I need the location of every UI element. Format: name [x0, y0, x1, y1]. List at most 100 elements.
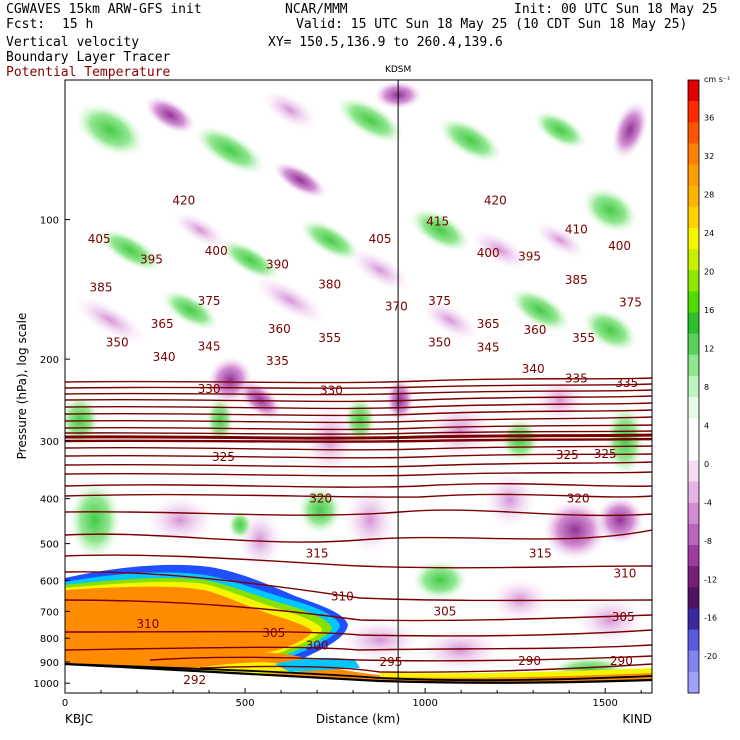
theta-label: 350 [428, 335, 451, 349]
theta-label: 335 [565, 371, 588, 385]
y-tick-label: 200 [40, 355, 59, 366]
plot-frame [64, 79, 653, 694]
theta-label: 420 [484, 194, 507, 208]
field-vertical-velocity: Vertical velocity [6, 35, 140, 50]
colorbar-swatch [688, 101, 699, 123]
colorbar-swatch [688, 481, 699, 504]
cross-section-endpoints: XY= 150.5,136.9 to 260.4,139.6 [268, 35, 503, 50]
theta-labels: 420 405 400 395 390 385 380 375 370 365 360 355 350 3… [88, 194, 642, 688]
colorbar-swatch [688, 439, 699, 461]
x-tick-label: 1500 [592, 698, 617, 709]
colorbar-tick-label: 4 [704, 421, 709, 430]
colorbar-swatch [688, 270, 699, 292]
colorbar-swatch [688, 333, 699, 356]
forecast-hour-label: Fcst: [6, 17, 46, 32]
org-label: NCAR/MMM [285, 2, 348, 17]
station-mid: KDSM [385, 65, 411, 75]
x-axis: 0 500 1000 1500 [62, 688, 642, 709]
station-left: KBJC [65, 712, 93, 726]
colorbar-tick-label: -4 [704, 498, 712, 507]
y-axis: 100 200 300 400 500 600 700 800 900 1000 [34, 216, 70, 690]
y-tick-label: 900 [40, 658, 59, 669]
colorbar-swatch [688, 460, 699, 483]
theta-label: 395 [518, 249, 541, 263]
theta-label: 340 [153, 350, 176, 364]
theta-label: 400 [477, 246, 500, 260]
theta-label: 305 [433, 604, 456, 618]
theta-label: 325 [594, 447, 617, 461]
theta-label: 420 [172, 194, 195, 208]
theta-label: 385 [90, 280, 113, 294]
theta-label: 330 [198, 382, 221, 396]
colorbar-swatch [688, 545, 699, 567]
theta-label: 335 [266, 354, 289, 368]
theta-label: 295 [379, 655, 402, 669]
colorbar: 36 32 28 24 20 16 12 8 4 0 -4 -8 -12 -16 -20 [687, 79, 717, 694]
colorbar-tick-label: -8 [704, 537, 712, 546]
theta-label: 290 [518, 654, 541, 668]
y-tick-label: 600 [40, 576, 59, 587]
station-right: KIND [622, 712, 652, 726]
colorbar-tick-label: 24 [704, 229, 714, 238]
colorbar-tick-label: 32 [704, 152, 714, 161]
colorbar-tick-label: 8 [704, 383, 709, 392]
theta-label: 292 [183, 673, 206, 687]
colorbar-swatch [688, 587, 699, 609]
theta-label: 375 [198, 294, 221, 308]
theta-label: 315 [529, 546, 552, 560]
valid-time: Valid: 15 UTC Sun 18 May 25 (10 CDT Sun … [296, 17, 688, 32]
colorbar-swatch [688, 523, 699, 546]
colorbar-swatch [688, 122, 699, 144]
theta-label: 350 [106, 335, 129, 349]
theta-label: 405 [369, 232, 392, 246]
y-axis-label: Pressure (hPa), log scale [15, 313, 29, 460]
colorbar-swatch [688, 354, 699, 377]
theta-label: 305 [612, 610, 635, 624]
y-tick-label: 500 [40, 540, 59, 551]
colorbar-swatch [688, 671, 699, 694]
colorbar-swatch [688, 608, 699, 631]
theta-label: 310 [136, 617, 159, 631]
model-title: CGWAVES 15km ARW-GFS init [6, 2, 202, 17]
colorbar-swatch [688, 312, 699, 335]
theta-label: 355 [572, 331, 595, 345]
colorbar-swatch [688, 397, 699, 419]
colorbar-frame [687, 79, 700, 694]
theta-label: 320 [309, 492, 332, 506]
colorbar-swatch [688, 566, 699, 588]
colorbar-tick-label: 36 [704, 113, 714, 122]
colorbar-swatch [688, 650, 699, 673]
theta-label: 315 [306, 546, 329, 560]
theta-label: 305 [262, 626, 285, 640]
theta-label: 325 [556, 448, 579, 462]
colorbar-unit: cm s⁻¹ [704, 75, 730, 84]
y-tick-label: 400 [40, 495, 59, 506]
colorbar-swatch [688, 206, 699, 229]
y-tick-label: 1000 [34, 679, 59, 690]
theta-label: 340 [522, 362, 545, 376]
field-potential-temperature: Potential Temperature [6, 65, 171, 80]
colorbar-tick-label: 12 [704, 344, 714, 353]
colorbar-swatch [688, 502, 699, 525]
theta-label: 360 [268, 322, 291, 336]
colorbar-tick-label: 0 [704, 460, 709, 469]
theta-label: 370 [385, 299, 408, 313]
theta-label: 400 [205, 244, 228, 258]
y-tick-label: 800 [40, 634, 59, 645]
colorbar-swatch [688, 80, 699, 102]
theta-label: 325 [212, 450, 235, 464]
x-tick-label: 1000 [412, 698, 437, 709]
field-boundary-layer-tracer: Boundary Layer Tracer [6, 50, 171, 65]
theta-contours [65, 377, 652, 682]
theta-label: 335 [615, 376, 638, 390]
theta-label: 360 [524, 323, 547, 337]
colorbar-swatch [688, 227, 699, 250]
y-tick-label: 100 [40, 216, 59, 227]
theta-label: 320 [567, 492, 590, 506]
theta-label: 365 [477, 317, 500, 331]
colorbar-tick-label: -12 [704, 575, 717, 584]
theta-label: 355 [318, 331, 341, 345]
colorbar-tick-label: -20 [704, 652, 717, 661]
theta-label: 380 [318, 277, 341, 291]
